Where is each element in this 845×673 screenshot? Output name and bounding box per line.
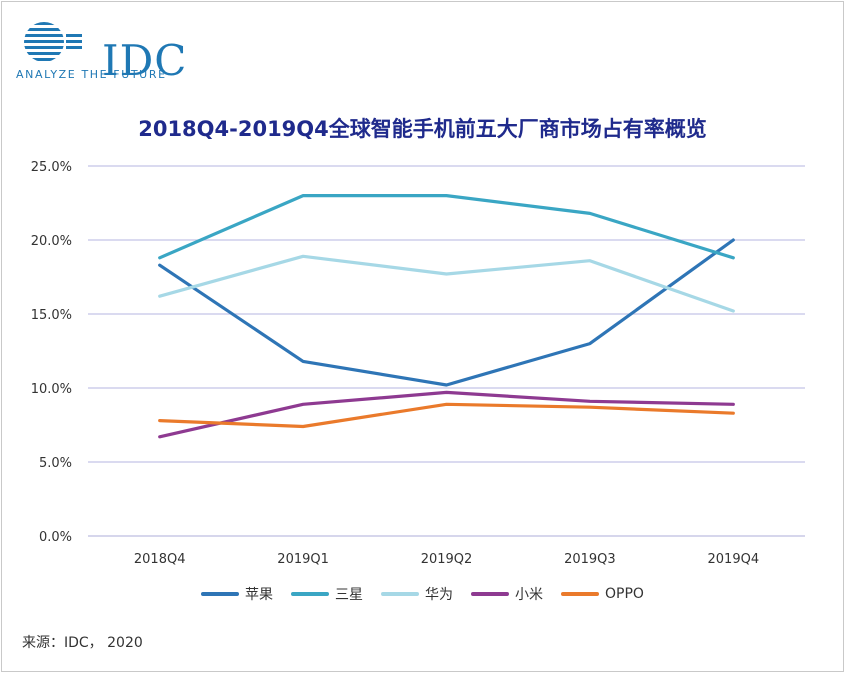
x-tick-label: 2019Q1 — [277, 552, 329, 567]
legend-label: 华为 — [425, 587, 454, 603]
legend-swatch — [561, 592, 600, 596]
legend-item: 华为 — [381, 583, 453, 605]
x-tick-label: 2019Q4 — [708, 552, 760, 567]
x-tick-label: 2019Q2 — [421, 552, 473, 567]
series-line-华为 — [158, 254, 735, 313]
series-line-苹果 — [158, 238, 735, 387]
series-line-OPPO — [158, 402, 735, 429]
logo-tagline: ANALYZE THE FUTURE — [16, 68, 167, 81]
legend-label: 苹果 — [245, 587, 274, 603]
legend-swatch — [381, 592, 420, 596]
idc-logo: IDC ANALYZE THE FUTURE — [14, 20, 189, 90]
x-tick-label: 2019Q3 — [564, 552, 616, 567]
legend-item: 小米 — [471, 583, 543, 605]
y-tick-label: 10.0% — [31, 382, 72, 397]
legend-item: 三星 — [291, 583, 363, 605]
y-tick-label: 20.0% — [31, 234, 72, 249]
y-tick-label: 15.0% — [31, 308, 72, 323]
y-tick-label: 0.0% — [39, 530, 72, 545]
legend-swatch — [291, 592, 330, 596]
logo-name: IDC — [102, 36, 188, 85]
legend-item: 苹果 — [201, 583, 273, 605]
chart-legend: 苹果 三星 华为 小米 OPPO — [0, 583, 845, 605]
globe-icon — [24, 22, 82, 61]
legend-swatch — [201, 592, 240, 596]
legend-label: 三星 — [335, 587, 364, 603]
series-line-三星 — [158, 194, 735, 260]
series-line-小米 — [158, 390, 735, 439]
source-note: 来源：IDC， 2020 — [22, 635, 143, 651]
legend-item: OPPO — [561, 583, 644, 605]
legend-label: 小米 — [515, 587, 544, 603]
y-tick-label: 5.0% — [39, 456, 72, 471]
y-tick-label: 25.0% — [31, 160, 72, 175]
legend-swatch — [471, 592, 510, 596]
x-tick-label: 2018Q4 — [134, 552, 186, 567]
chart-title: 2018Q4-2019Q4全球智能手机前五大厂商市场占有率概览 — [138, 117, 707, 141]
legend-label: OPPO — [605, 586, 644, 602]
